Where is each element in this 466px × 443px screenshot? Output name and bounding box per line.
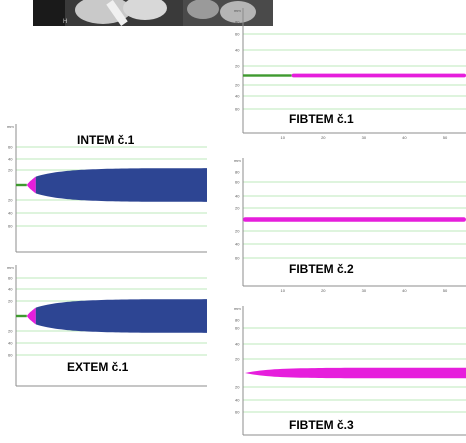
green-trace [16, 183, 27, 187]
y-tick-label: 40 [235, 194, 240, 199]
y-tick-label: 60 [8, 145, 13, 150]
x-tick-label: 20 [321, 135, 326, 140]
extem-1-panel: mm 60 40 20 20 40 60 EXTEM č.1 [0, 261, 207, 399]
y-tick-label: 80 [235, 170, 240, 175]
y-tick-label: 60 [235, 107, 240, 112]
y-tick-label: 60 [235, 326, 240, 331]
fibtem-1-label: FIBTEM č.1 [289, 112, 354, 126]
y-tick-label: 60 [235, 32, 240, 37]
x-tick-label: 20 [321, 288, 326, 293]
y-tick-label: 60 [235, 256, 240, 261]
y-tick-label: 60 [8, 224, 13, 229]
y-tick-label: 20 [235, 64, 240, 69]
intem-1-chart: mm 60 40 20 20 40 60 [7, 124, 207, 253]
clinical-photo: H [33, 0, 273, 26]
fibtem-1-chart: mm 80 60 40 20 20 40 60 10 20 30 40 50 [234, 8, 466, 140]
y-tick-label: 40 [8, 287, 13, 292]
y-tick-label: 20 [235, 357, 240, 362]
intem-1-panel: mm 60 40 20 20 40 60 INTEM č.1 [0, 120, 207, 253]
magenta-onset [26, 307, 36, 325]
y-tick-label: 20 [235, 83, 240, 88]
y-tick-label: 20 [8, 329, 13, 334]
fibtem-1-panel: mm 80 60 40 20 20 40 60 10 20 30 40 50 FIBTEM č.1 [233, 5, 466, 140]
fibtem-2-chart: mm 80 60 40 20 20 40 60 10 20 30 40 50 [234, 158, 466, 293]
x-tick-label: 10 [281, 288, 286, 293]
green-trace [16, 314, 27, 318]
fibtem-2-label: FIBTEM č.2 [289, 262, 354, 276]
x-tick-label: 10 [281, 135, 286, 140]
magenta-trace [243, 217, 466, 222]
y-tick-label: 40 [8, 157, 13, 162]
extem-1-chart: mm 60 40 20 20 40 60 [7, 265, 207, 387]
y-tick-label: 60 [8, 353, 13, 358]
navy-trace [35, 299, 207, 333]
unit-label: mm [234, 158, 241, 163]
y-tick-label: 20 [8, 198, 13, 203]
magenta-trace [245, 367, 466, 379]
unit-label: mm [234, 8, 241, 13]
y-tick-label: 80 [235, 20, 240, 25]
y-tick-label: 60 [235, 180, 240, 185]
green-trace [243, 74, 292, 77]
y-tick-label: 20 [8, 168, 13, 173]
fibtem-3-chart: mm 80 60 40 20 20 40 60 [234, 306, 466, 436]
fibtem-3-panel: mm 80 60 40 20 20 40 60 FIBTEM č.3 [233, 300, 466, 443]
y-tick-label: 60 [235, 410, 240, 415]
x-tick-label: 30 [362, 288, 367, 293]
clinical-photo-image [33, 0, 273, 26]
fibtem-3-label: FIBTEM č.3 [289, 418, 354, 432]
y-tick-label: 40 [8, 211, 13, 216]
magenta-onset [26, 176, 36, 194]
magenta-trace [291, 73, 466, 78]
navy-trace [35, 168, 207, 202]
x-tick-label: 40 [402, 135, 407, 140]
photo-marker: H [63, 19, 68, 25]
x-tick-label: 30 [362, 135, 367, 140]
unit-label: mm [234, 306, 241, 311]
y-tick-label: 20 [235, 206, 240, 211]
y-tick-label: 40 [235, 242, 240, 247]
y-tick-label: 60 [8, 276, 13, 281]
y-tick-label: 20 [235, 229, 240, 234]
x-tick-label: 40 [402, 288, 407, 293]
intem-1-label: INTEM č.1 [77, 133, 135, 147]
y-tick-label: 40 [235, 94, 240, 99]
y-tick-label: 40 [235, 398, 240, 403]
unit-label: mm [7, 265, 14, 270]
fibtem-2-panel: mm 80 60 40 20 20 40 60 10 20 30 40 50 FIBTEM č.2 [233, 152, 466, 295]
extem-1-label: EXTEM č.1 [67, 360, 129, 374]
y-tick-label: 20 [235, 385, 240, 390]
y-tick-label: 80 [235, 318, 240, 323]
y-tick-label: 40 [235, 342, 240, 347]
x-tick-label: 50 [443, 135, 448, 140]
y-tick-label: 40 [8, 341, 13, 346]
y-tick-label: 20 [8, 299, 13, 304]
y-tick-label: 40 [235, 48, 240, 53]
unit-label: mm [7, 124, 14, 129]
x-tick-label: 50 [443, 288, 448, 293]
